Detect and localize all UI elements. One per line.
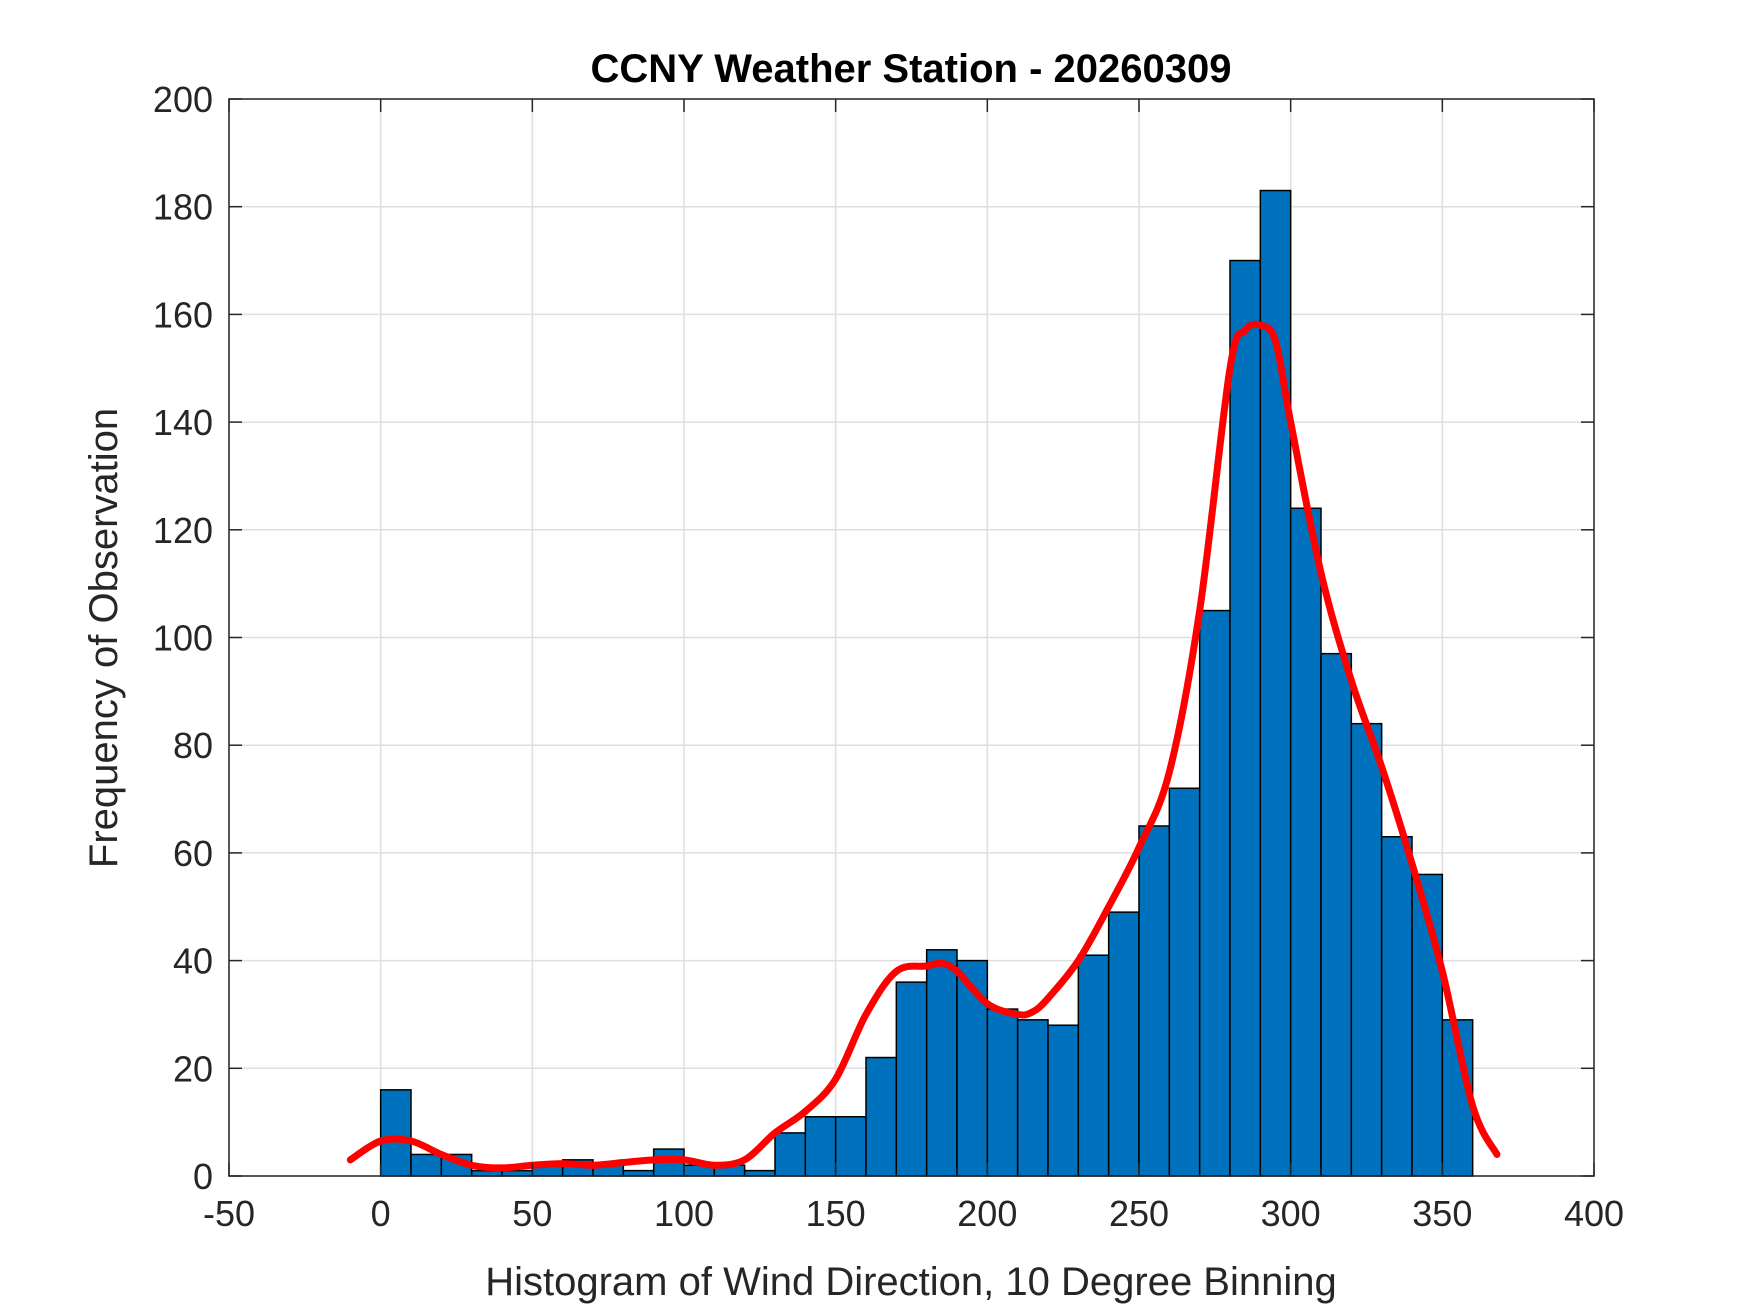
y-tick-label: 180 (153, 187, 213, 228)
x-tick-label: 300 (1261, 1193, 1321, 1234)
y-tick-label: 20 (173, 1048, 213, 1089)
plot-frame (228, 98, 1595, 1177)
y-tick-label: 160 (153, 294, 213, 335)
histogram-bar (1168, 787, 1201, 1177)
histogram-bar (986, 1008, 1019, 1177)
histogram-bar (1380, 835, 1413, 1177)
y-axis-label: Frequency of Observation (82, 408, 126, 868)
histogram-bar (501, 1169, 534, 1177)
histogram-bar (410, 1153, 443, 1177)
histogram-bar (1198, 609, 1231, 1177)
histogram-bar (1077, 954, 1110, 1177)
histogram-bar (1047, 1024, 1080, 1177)
x-tick-label: 50 (512, 1193, 552, 1234)
x-tick-label: 250 (1109, 1193, 1169, 1234)
x-tick-label: 200 (957, 1193, 1017, 1234)
x-axis-label: Histogram of Wind Direction, 10 Degree B… (485, 1260, 1337, 1304)
x-tick-label: 150 (806, 1193, 866, 1234)
x-tick-labels: -50 0 50 100 150 200 250 300 350 400 (203, 1193, 1624, 1234)
histogram-bar (1350, 722, 1383, 1177)
y-tick-labels: 0 20 40 60 80 100 120 140 160 180 200 (153, 79, 213, 1197)
y-tick-label: 140 (153, 402, 213, 443)
x-tick-label: 400 (1564, 1193, 1624, 1234)
histogram-bar (622, 1169, 655, 1177)
histogram-bar (804, 1116, 837, 1177)
y-tick-label: 200 (153, 79, 213, 120)
y-tick-label: 120 (153, 510, 213, 551)
histogram-bar (743, 1169, 776, 1177)
density-curve (346, 320, 1501, 1172)
x-tick-label: 350 (1412, 1193, 1472, 1234)
y-tick-label: 40 (173, 941, 213, 982)
y-tick-label: 60 (173, 833, 213, 874)
x-tick-label: 100 (654, 1193, 714, 1234)
histogram-bar (1289, 507, 1322, 1177)
histogram-bar (895, 981, 928, 1177)
y-tick-label: 0 (193, 1156, 213, 1197)
histogram-bar (1107, 911, 1140, 1177)
histogram-bar (1229, 259, 1262, 1177)
histogram-bar (1320, 652, 1353, 1177)
histogram-bar (865, 1056, 898, 1177)
histogram-bar (774, 1132, 807, 1177)
x-tick-label: 0 (371, 1193, 391, 1234)
histogram-bar (470, 1169, 503, 1177)
histogram-bar (1138, 825, 1171, 1177)
histogram-bar (379, 1089, 412, 1177)
histogram-bars (379, 189, 1474, 1177)
y-tick-label: 80 (173, 725, 213, 766)
chart-title: CCNY Weather Station - 20260309 (591, 47, 1232, 91)
x-tick-label: -50 (203, 1193, 255, 1234)
histogram-bar (834, 1116, 867, 1177)
histogram-bar (925, 949, 958, 1177)
histogram-bar (1016, 1019, 1049, 1177)
y-tick-label: 100 (153, 618, 213, 659)
